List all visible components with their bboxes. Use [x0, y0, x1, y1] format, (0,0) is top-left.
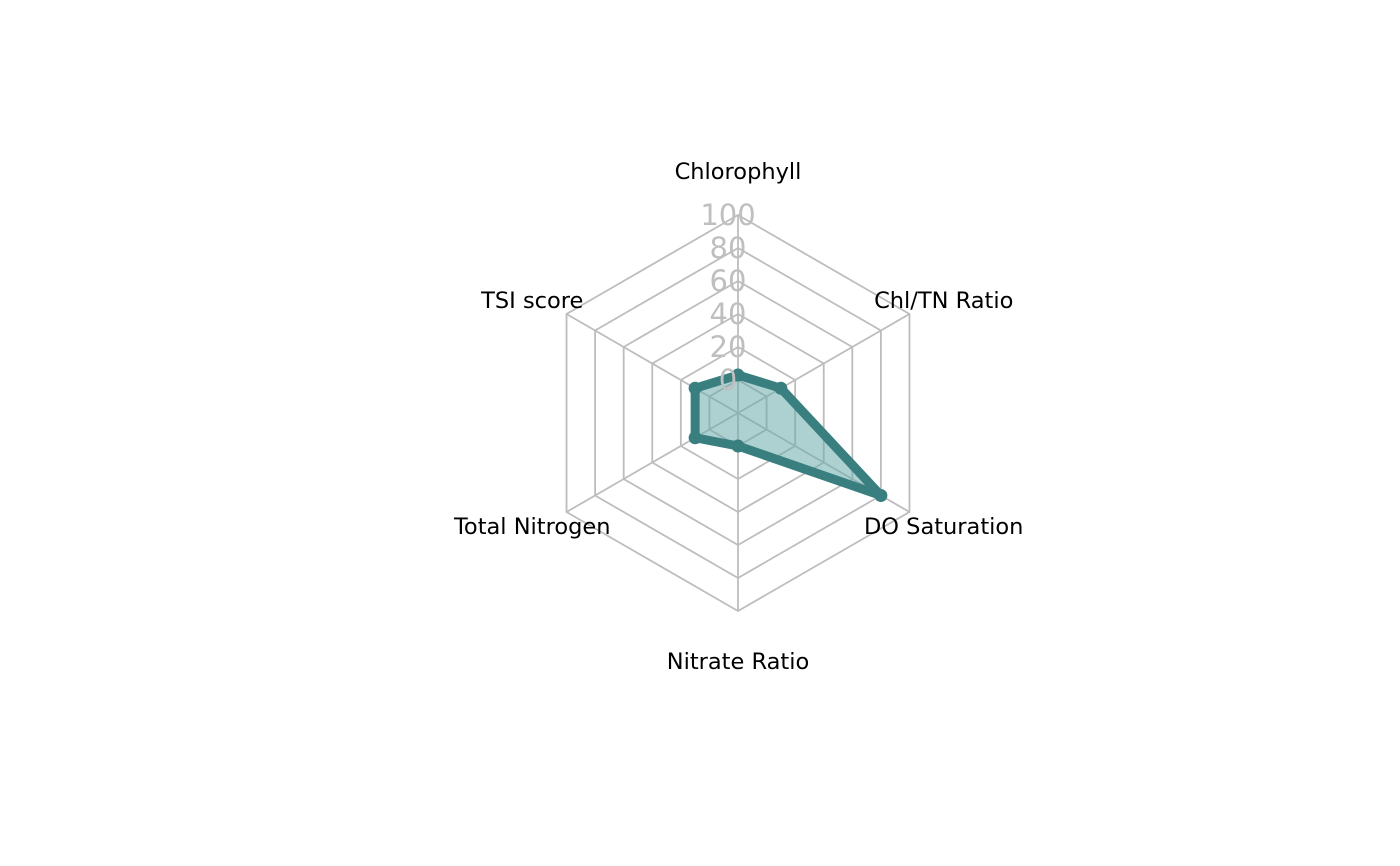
- data-point-2: [874, 489, 888, 502]
- data-point-4: [688, 431, 702, 445]
- data-point-5: [688, 381, 702, 395]
- tick-label-100: 100: [700, 198, 755, 232]
- axis-label-chl-tn-ratio: Chl/TN Ratio: [874, 288, 1013, 314]
- tick-label-80: 80: [710, 231, 747, 265]
- axis-label-do-saturation: DO Saturation: [864, 514, 1023, 540]
- data-point-1: [774, 381, 788, 395]
- axis-label-tsi-score: TSI score: [480, 288, 583, 314]
- axis-labels: Chlorophyll Chl/TN Ratio DO Saturation Nitr…: [453, 159, 1023, 675]
- axis-label-nitrate-ratio: Nitrate Ratio: [667, 649, 810, 675]
- axis-label-chlorophyll: Chlorophyll: [675, 159, 802, 185]
- data-point-3: [731, 439, 745, 453]
- series-layer: [688, 368, 888, 502]
- tick-label-40: 40: [710, 297, 747, 331]
- axis-label-total-nitrogen: Total Nitrogen: [453, 514, 611, 540]
- tick-label-20: 20: [710, 330, 747, 364]
- tick-label-60: 60: [710, 264, 747, 298]
- tick-label-0: 0: [719, 363, 737, 397]
- data-point-0: [731, 368, 745, 382]
